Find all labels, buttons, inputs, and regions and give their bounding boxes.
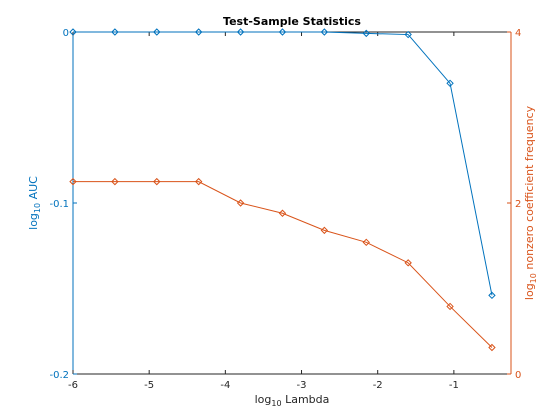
x-axis-label-prefix: log — [255, 393, 272, 406]
y-left-tick-label: -0.1 — [49, 199, 69, 210]
auc-data-point — [236, 28, 245, 36]
y-axis-left-label-suffix: AUC — [27, 176, 40, 203]
y-axis-right-label-prefix: log — [523, 283, 536, 300]
frequency-data-point — [194, 177, 203, 186]
series — [69, 28, 496, 352]
x-tick-label: -1 — [449, 380, 459, 391]
frequency-data-point — [488, 343, 496, 352]
auc-data-point — [111, 28, 119, 36]
x-axis-label: log10 Lambda — [255, 393, 330, 408]
auc-data-point — [404, 30, 412, 39]
auc-data-point — [446, 79, 454, 88]
frequency-data-point — [236, 199, 245, 207]
frequency-data-point — [111, 177, 119, 186]
frequency-data-point — [404, 259, 412, 267]
y-right-tick-label: 4 — [515, 28, 521, 39]
frequency-data-point — [69, 177, 77, 186]
auc-data-point — [362, 29, 370, 38]
frequency-data-point — [362, 238, 370, 247]
x-axis-label-subscript: 10 — [271, 399, 281, 408]
x-tick-label: -6 — [68, 380, 78, 391]
auc-series-line — [73, 31, 493, 296]
auc-data-point — [278, 28, 287, 36]
chart-title: Test-Sample Statistics — [223, 15, 361, 28]
x-tick-label: -2 — [373, 380, 383, 391]
ticks: -6 -5 -4 -3 -2 -1 0 -0.1 -0.2 4 2 0 — [49, 28, 521, 391]
y-axis-right-label-subscript: 10 — [529, 273, 538, 283]
frequency-data-point — [153, 177, 161, 186]
x-tick-label: -3 — [297, 380, 307, 391]
x-axis-label-suffix: Lambda — [282, 393, 330, 406]
y-axis-left-label-subscript: 10 — [33, 203, 42, 213]
auc-data-point — [320, 28, 329, 36]
y-left-tick-label: -0.2 — [49, 370, 69, 381]
y-right-tick-label: 2 — [515, 199, 521, 210]
y-axis-left-label: log10 AUC — [27, 176, 42, 230]
y-axis-right-label-suffix: nonzero coefficient frequency — [523, 105, 536, 273]
y-axis-right-label: log10 nonzero coefficient frequency — [523, 105, 538, 300]
auc-data-point — [69, 28, 77, 36]
y-axis-left-label-prefix: log — [27, 213, 40, 230]
frequency-data-point — [278, 209, 287, 217]
auc-data-point — [153, 28, 161, 36]
auc-data-point — [194, 28, 203, 36]
x-tick-label: -4 — [220, 380, 230, 391]
frequency-data-point — [320, 226, 329, 235]
x-tick-label: -5 — [144, 380, 154, 391]
frequency-series-line — [73, 181, 493, 348]
y-left-tick-label: 0 — [63, 28, 69, 39]
frequency-data-point — [446, 302, 454, 311]
y-right-tick-label: 0 — [515, 370, 521, 381]
plot-area — [73, 32, 511, 374]
auc-data-point — [488, 291, 496, 300]
